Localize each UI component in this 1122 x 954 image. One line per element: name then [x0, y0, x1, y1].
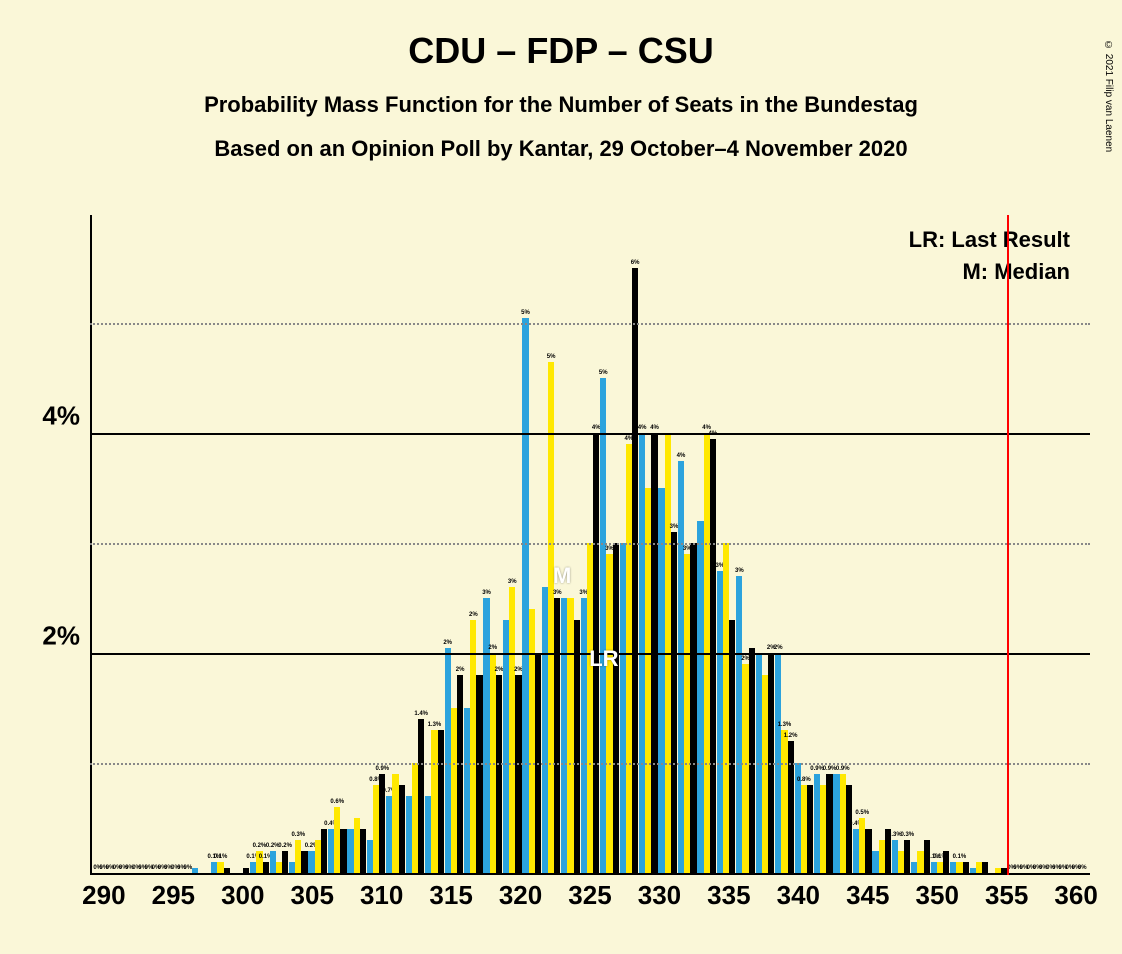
- bar: [865, 829, 871, 873]
- x-axis-tick: 325: [568, 880, 611, 911]
- bar: [192, 868, 198, 874]
- bar: [807, 785, 813, 873]
- bar: [301, 851, 307, 873]
- x-axis-tick: 330: [638, 880, 681, 911]
- chart-subtitle: Probability Mass Function for the Number…: [0, 92, 1122, 118]
- bar-value-label: 0.1%: [953, 854, 967, 860]
- gridline: [90, 433, 1090, 435]
- bar: [729, 620, 735, 873]
- x-axis-tick: 340: [777, 880, 820, 911]
- y-axis-label: 4%: [20, 401, 80, 432]
- x-axis-tick: 320: [499, 880, 542, 911]
- bar: 4%: [710, 439, 716, 874]
- bar-value-label: 0.3%: [900, 832, 914, 838]
- bar-value-label: 0.5%: [855, 810, 869, 816]
- bar-value-label: 1.3%: [428, 722, 442, 728]
- gridline: [90, 763, 1090, 765]
- bar-value-label: 1.3%: [778, 722, 792, 728]
- bar-value-label: 0.1%: [214, 854, 228, 860]
- bar-value-label: 0.9%: [823, 766, 837, 772]
- median-marker: M: [553, 563, 571, 589]
- bar: [438, 730, 444, 873]
- bar-value-label: 1.2%: [784, 733, 798, 739]
- bar: [963, 862, 969, 873]
- bar: [321, 829, 327, 873]
- bar-value-label: 3%: [735, 568, 744, 574]
- x-axis-tick: 310: [360, 880, 403, 911]
- bar: 6%: [632, 268, 638, 873]
- bar-value-label: 0.2%: [253, 843, 267, 849]
- bar: 3%: [554, 598, 560, 873]
- x-axis-tick: 345: [846, 880, 889, 911]
- bar-value-label: 6%: [631, 260, 640, 266]
- gridline: [90, 543, 1090, 545]
- bar: 1.2%: [788, 741, 794, 873]
- bar: [243, 868, 249, 874]
- bar-value-label: 0.6%: [330, 799, 344, 805]
- bar-value-label: 0%: [1078, 865, 1087, 871]
- bar: [340, 829, 346, 873]
- bar-value-label: 4%: [677, 453, 686, 459]
- chart-plot-area: LR: Last Result M: Median 0%0%0%0%0%0%0%…: [90, 215, 1090, 875]
- x-axis-tick: 305: [291, 880, 334, 911]
- majority-line: [1007, 215, 1009, 875]
- x-axis-tick: 355: [985, 880, 1028, 911]
- bar-value-label: 0.3%: [291, 832, 305, 838]
- bar-value-label: 2%: [456, 667, 465, 673]
- bar: [574, 620, 580, 873]
- bar: 2%: [457, 675, 463, 873]
- bar: [982, 862, 988, 873]
- bar-value-label: 0.9%: [836, 766, 850, 772]
- x-axis-tick: 360: [1054, 880, 1097, 911]
- x-axis: [90, 873, 1090, 875]
- bar: [360, 829, 366, 873]
- bar: 1.4%: [418, 719, 424, 873]
- bar-value-label: 3%: [482, 590, 491, 596]
- bar-value-label: 2%: [443, 640, 452, 646]
- bar-value-label: 1.4%: [414, 711, 428, 717]
- bar: [399, 785, 405, 873]
- bar-value-label: 5%: [599, 370, 608, 376]
- copyright-text: © 2021 Filip van Laenen: [1103, 40, 1114, 152]
- bar: 2%: [496, 675, 502, 873]
- x-axis-tick: 290: [82, 880, 125, 911]
- bar: 3%: [671, 532, 677, 873]
- bar: 2%: [515, 675, 521, 873]
- bar: 0.1%: [263, 862, 269, 873]
- bar: 0.9%: [826, 774, 832, 873]
- bar-value-label: 2%: [469, 612, 478, 618]
- bar: [690, 543, 696, 873]
- bar-value-label: 4%: [638, 425, 647, 431]
- bar-value-label: 0.8%: [797, 777, 811, 783]
- bar: [749, 648, 755, 874]
- bar-value-label: 0.9%: [375, 766, 389, 772]
- x-axis-tick: 335: [707, 880, 750, 911]
- gridline: [90, 323, 1090, 325]
- bar-value-label: 3%: [508, 579, 517, 585]
- bar: [943, 851, 949, 873]
- y-axis-label: 2%: [20, 621, 80, 652]
- bar: [476, 675, 482, 873]
- chart-subtitle2: Based on an Opinion Poll by Kantar, 29 O…: [0, 136, 1122, 162]
- bar: [613, 543, 619, 873]
- bar-value-label: 0.2%: [278, 843, 292, 849]
- bar-value-label: 5%: [547, 354, 556, 360]
- x-axis-tick: 315: [429, 880, 472, 911]
- bar-value-label: 5%: [521, 310, 530, 316]
- bar: 0.2%: [282, 851, 288, 873]
- bar-value-label: 2%: [488, 645, 497, 651]
- bar-value-label: 4%: [650, 425, 659, 431]
- bar: [846, 785, 852, 873]
- bar: [224, 868, 230, 874]
- bar-value-label: 2%: [774, 645, 783, 651]
- bar-value-label: 3%: [553, 590, 562, 596]
- last-result-marker: LR: [589, 646, 618, 672]
- x-axis-tick: 300: [221, 880, 264, 911]
- bar: 0.3%: [904, 840, 910, 873]
- x-axis-tick: 295: [152, 880, 195, 911]
- x-axis-tick: 350: [916, 880, 959, 911]
- chart-title: CDU – FDP – CSU: [0, 30, 1122, 72]
